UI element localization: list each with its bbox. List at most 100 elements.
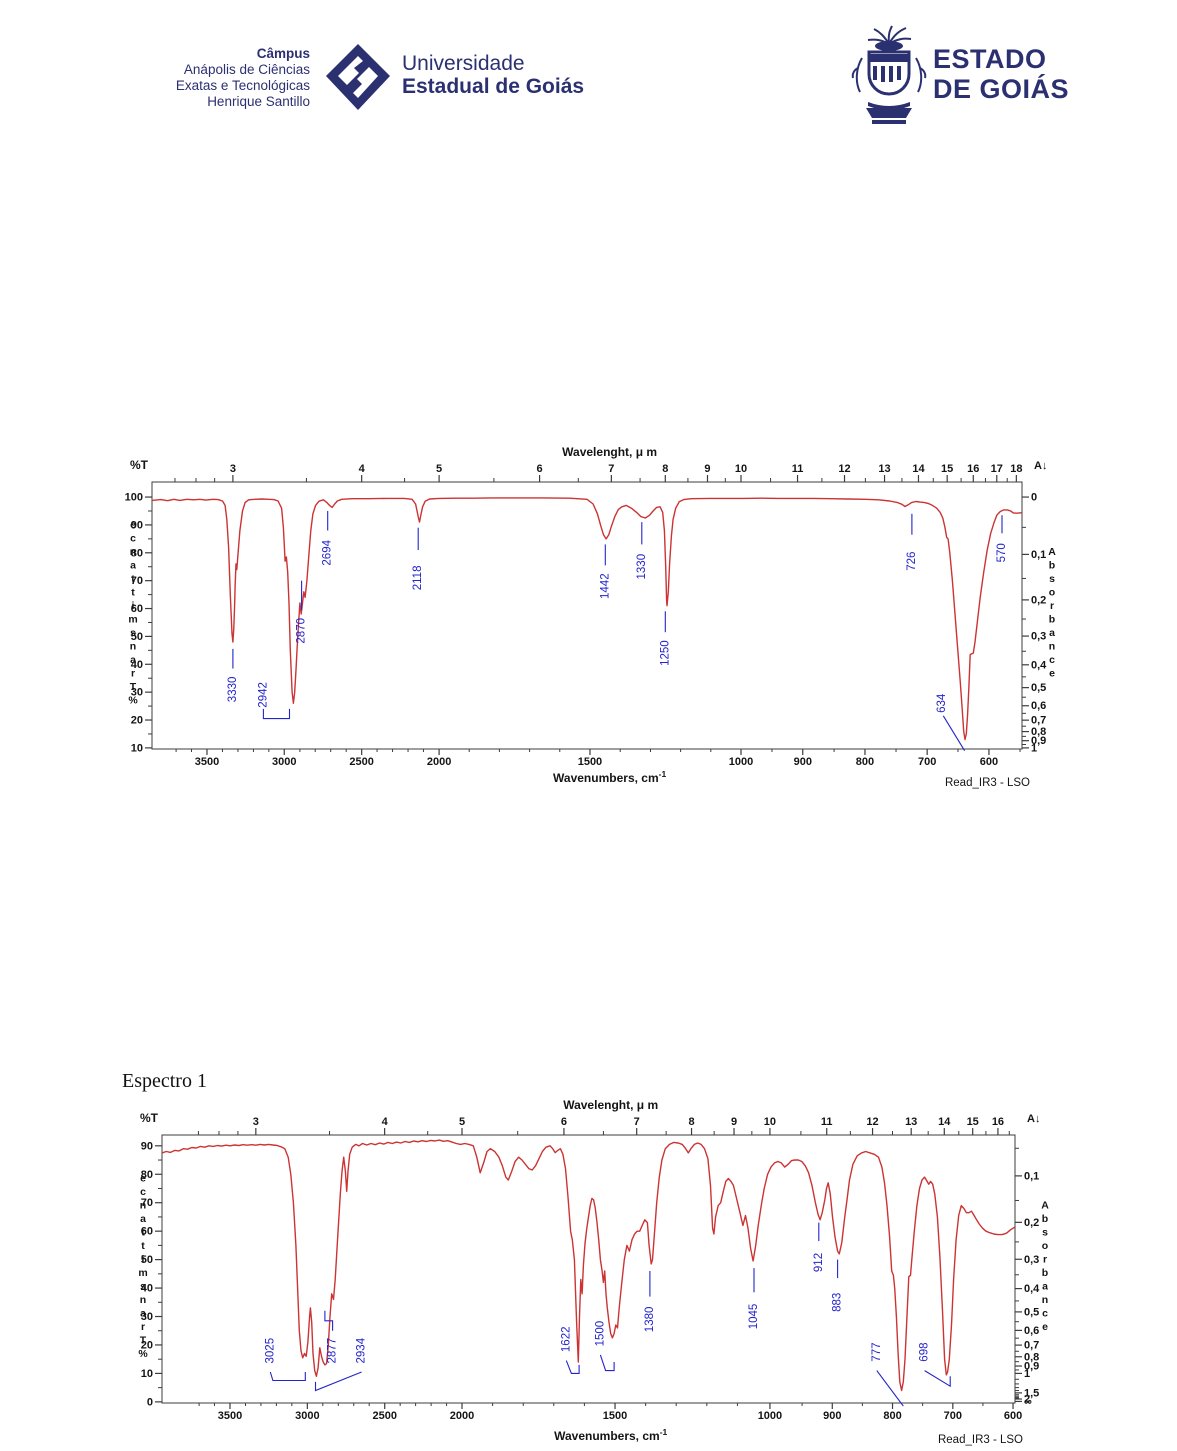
left-tick-label: 50 xyxy=(141,1254,153,1266)
top-tick-label: 9 xyxy=(704,463,710,475)
right-tick-label: 0,2 xyxy=(1024,1217,1039,1229)
left-tick-label: 50 xyxy=(131,631,143,643)
corner-label-right: A↓ xyxy=(1027,1113,1040,1125)
top-axis-title: Wavelenght, μ m xyxy=(563,1098,658,1112)
svg-text:s: s xyxy=(1042,1226,1048,1238)
left-tick-label: 80 xyxy=(141,1169,153,1181)
bottom-tick-label: 900 xyxy=(823,1410,841,1422)
left-tick-label: 40 xyxy=(141,1283,153,1295)
svg-text:r: r xyxy=(141,1321,145,1333)
bottom-tick-label: 1000 xyxy=(758,1410,782,1422)
svg-text:a: a xyxy=(140,1307,146,1319)
peak-leader-2934 xyxy=(314,1371,362,1392)
svg-text:T: T xyxy=(140,1334,147,1346)
plot-frame xyxy=(161,1134,1016,1404)
right-tick-label: 0 xyxy=(1031,492,1037,504)
bottom-tick-label: 700 xyxy=(918,756,936,768)
svg-text:m: m xyxy=(128,613,137,625)
ir-spectrum-chart-top: 3 4 5 6 7 8 9 10 11 12 13 14 15 16 17 18 Wavelenght, μ m… xyxy=(100,444,1080,796)
spectrum-trace xyxy=(161,1139,1016,1392)
svg-text:c: c xyxy=(130,532,136,544)
svg-text:a: a xyxy=(1049,627,1055,639)
right-tick-label: 0,1 xyxy=(1031,549,1046,561)
svg-text:s: s xyxy=(1049,573,1055,585)
peak-label-883: 883 xyxy=(832,1293,844,1312)
top-tick-label: 11 xyxy=(792,463,804,475)
right-tick-label: 0,3 xyxy=(1024,1254,1039,1266)
svg-text:a: a xyxy=(130,654,136,666)
right-tick-label: 0,4 xyxy=(1031,659,1047,671)
peak-label-698: 698 xyxy=(919,1343,931,1362)
peak-label-1622: 1622 xyxy=(560,1327,572,1353)
bottom-axis-title: Wavenumbers, cm-1 xyxy=(553,769,666,785)
top-tick-label: 12 xyxy=(838,463,850,475)
top-tick-label: 10 xyxy=(764,1116,776,1128)
state-name-block: ESTADO DE GOIÁS xyxy=(933,44,1069,104)
top-tick-label: 15 xyxy=(967,1116,979,1128)
peak-label-1330: 1330 xyxy=(636,554,648,580)
peak-label-634: 634 xyxy=(936,693,948,713)
peak-label-3025: 3025 xyxy=(264,1338,276,1364)
right-tick-label: 1 xyxy=(1024,1368,1030,1380)
bottom-tick-label: 700 xyxy=(944,1410,962,1422)
campus-line: Henrique Santillo xyxy=(207,94,310,109)
top-tick-label: 5 xyxy=(436,463,442,475)
top-tick-label: 15 xyxy=(941,463,953,475)
svg-text:s: s xyxy=(140,1280,146,1292)
peak-label-2694: 2694 xyxy=(322,539,334,565)
peak-label-726: 726 xyxy=(906,552,918,571)
svg-text:e: e xyxy=(1049,667,1055,679)
right-tick-label: 0,2 xyxy=(1031,594,1046,606)
chart-footer: Read_IR3 - LSO xyxy=(938,1434,1023,1446)
bottom-axis-title: Wavenumbers, cm-1 xyxy=(554,1427,667,1443)
bottom-tick-label: 1500 xyxy=(603,1410,627,1422)
top-tick-label: 12 xyxy=(866,1116,878,1128)
peak-leader-2877 xyxy=(324,1310,334,1331)
right-tick-label: 0,9 xyxy=(1024,1361,1039,1373)
peak-label-1500: 1500 xyxy=(594,1321,606,1347)
right-tick-label: ∞ xyxy=(1024,1396,1032,1408)
svg-text:t: t xyxy=(141,1240,145,1252)
bottom-tick-label: 3000 xyxy=(272,756,296,768)
top-tick-label: 3 xyxy=(253,1116,259,1128)
peak-leader-3025 xyxy=(269,1371,306,1382)
right-tick-label: 2 xyxy=(1024,1394,1030,1406)
peak-label-912: 912 xyxy=(813,1253,825,1272)
bottom-tick-label: 3500 xyxy=(195,756,219,768)
top-tick-label: 9 xyxy=(731,1116,737,1128)
top-tick-label: 16 xyxy=(992,1116,1004,1128)
svg-text:s: s xyxy=(130,627,136,639)
campus-text-block: Câmpus Anápolis de Ciências Exatas e Tec… xyxy=(148,46,310,110)
svg-text:o: o xyxy=(1049,586,1055,598)
left-tick-label: 70 xyxy=(141,1197,153,1209)
peak-label-570: 570 xyxy=(996,543,1008,562)
peak-leader-1622 xyxy=(565,1360,580,1374)
top-tick-label: 7 xyxy=(634,1116,640,1128)
bottom-tick-label: 1000 xyxy=(729,756,753,768)
ueg-logo-icon xyxy=(326,44,390,110)
svg-text:t: t xyxy=(131,573,135,585)
svg-text:i: i xyxy=(132,600,135,612)
svg-text:r: r xyxy=(1043,1253,1047,1265)
svg-text:b: b xyxy=(1049,613,1055,625)
svg-text:b: b xyxy=(1042,1267,1048,1279)
top-tick-label: 16 xyxy=(967,463,979,475)
top-tick-label: 6 xyxy=(561,1116,567,1128)
svg-text:n: n xyxy=(1049,640,1055,652)
right-tick-label: 0,6 xyxy=(1031,700,1046,712)
svg-text:t: t xyxy=(141,1226,145,1238)
svg-text:e: e xyxy=(1042,1321,1048,1333)
right-tick-label: 1 xyxy=(1031,742,1037,754)
top-tick-label: 11 xyxy=(821,1116,833,1128)
right-tick-label: 0,3 xyxy=(1031,631,1046,643)
campus-line: Exatas e Tecnológicas xyxy=(175,78,310,93)
right-tick-label: 0,6 xyxy=(1024,1325,1039,1337)
top-tick-label: 10 xyxy=(735,463,747,475)
svg-text:r: r xyxy=(131,667,135,679)
bottom-tick-label: 3500 xyxy=(218,1410,242,1422)
right-tick-label: 0,9 xyxy=(1031,735,1046,747)
peak-label-3330: 3330 xyxy=(227,677,239,703)
svg-text:i: i xyxy=(142,1253,145,1265)
